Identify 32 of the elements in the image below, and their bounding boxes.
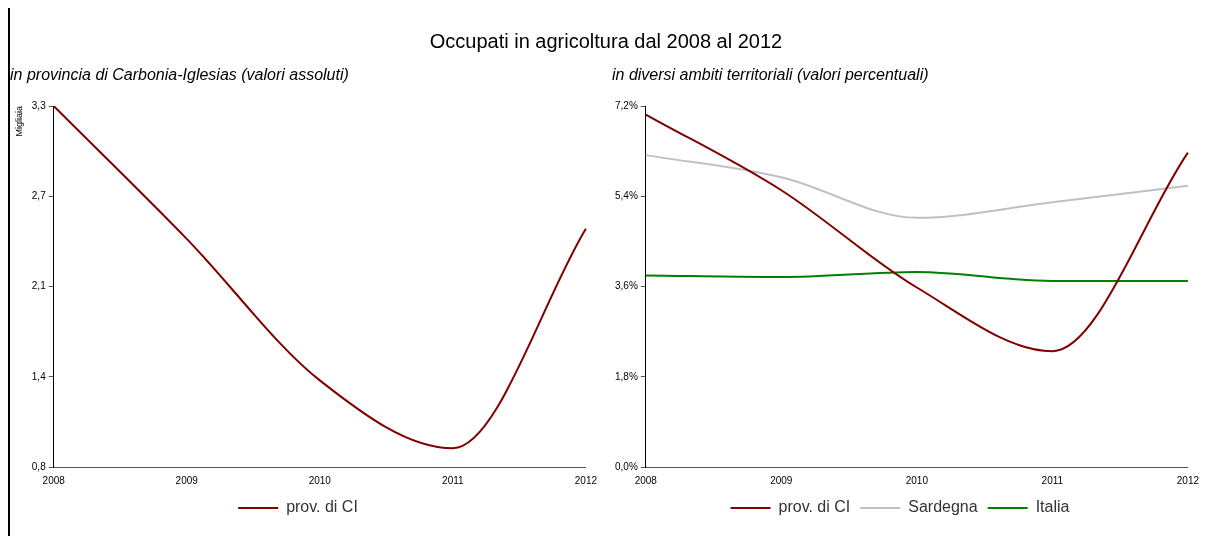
y-tick-label: 2,7 — [31, 190, 47, 201]
y-tick-label: 0,0% — [615, 460, 638, 472]
y-axis-title: Migliaia — [13, 106, 24, 137]
y-tick-label: 5,4% — [615, 190, 638, 201]
x-tick-label: 2010 — [308, 474, 332, 486]
y-tick-label: 3,3 — [31, 99, 47, 111]
y-tick-label: 1,4 — [31, 370, 47, 382]
legend-label: Italia — [1035, 498, 1070, 516]
line-series — [644, 270, 1189, 282]
y-tick-label: 7,2% — [615, 99, 638, 111]
legend-label: Sardegna — [908, 498, 978, 516]
y-tick-label: 0,8 — [31, 460, 47, 472]
x-tick-label: 2008 — [634, 474, 658, 486]
line-series — [52, 106, 587, 450]
line-series — [644, 113, 1189, 353]
x-tick-label: 2011 — [1041, 474, 1064, 486]
chart-subtitle: in diversi ambiti territoriali (valori percentuali) — [612, 66, 930, 85]
x-tick-label: 2011 — [442, 474, 465, 486]
x-tick-label: 2012 — [574, 474, 598, 486]
y-tick-label: 2,1 — [31, 280, 47, 292]
x-tick-label: 2010 — [905, 474, 929, 486]
x-tick-label: 2009 — [175, 474, 199, 486]
y-tick-label: 3,6% — [615, 280, 638, 292]
y-tick-label: 1,8% — [615, 370, 638, 382]
x-tick-label: 2008 — [42, 474, 66, 486]
chart-subtitle: in provincia di Carbonia-Iglesias (valori assoluti) — [10, 66, 350, 85]
legend-label: prov. di CI — [286, 498, 358, 516]
x-tick-label: 2012 — [1176, 474, 1200, 486]
chart-title: Occupati in agricoltura dal 2008 al 2012 — [428, 29, 784, 54]
legend-label: prov. di CI — [778, 498, 851, 516]
x-tick-label: 2009 — [770, 474, 793, 486]
line-series — [644, 154, 1189, 219]
